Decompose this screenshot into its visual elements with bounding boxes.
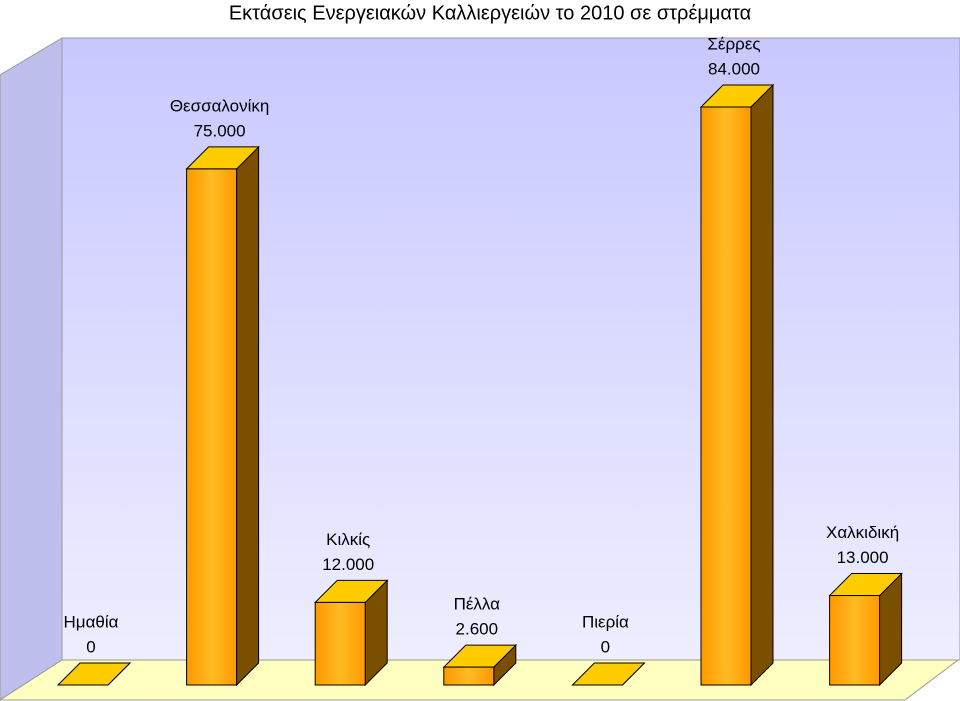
- bar-side: [750, 83, 774, 687]
- bar: [571, 662, 646, 686]
- category-label: Σέρρες: [707, 34, 760, 53]
- category-label: Χαλκιδική: [826, 523, 899, 542]
- bar: [699, 83, 775, 687]
- value-label: 0: [601, 637, 610, 656]
- bar-top: [56, 662, 132, 686]
- bar-front: [443, 666, 495, 686]
- bar-top: [571, 662, 646, 686]
- category-label: Πέλλα: [454, 595, 501, 614]
- value-label: 0: [86, 637, 95, 656]
- bar: [56, 662, 132, 686]
- bar-front: [700, 106, 752, 686]
- side-wall: [0, 37, 63, 701]
- chart-title: Εκτάσεις Ενεργειακών Καλλιεργειών το 201…: [229, 2, 751, 24]
- bar-side: [236, 145, 260, 687]
- bar-front: [314, 601, 366, 686]
- bar-front: [829, 595, 881, 686]
- value-label: 13.000: [837, 548, 889, 567]
- category-label: Κιλκίς: [326, 530, 370, 549]
- value-label: 75.000: [194, 121, 246, 140]
- value-label: 84.000: [708, 59, 760, 78]
- category-label: Πιερία: [582, 612, 629, 631]
- bar: [185, 145, 260, 687]
- value-label: 2.600: [456, 620, 499, 639]
- bar-front: [186, 168, 238, 686]
- category-label: Ημαθία: [64, 612, 119, 631]
- category-label: Θεσσαλονίκη: [170, 96, 270, 115]
- bar: [442, 643, 518, 687]
- bar: [828, 572, 903, 687]
- bar: [313, 579, 389, 687]
- value-label: 12.000: [322, 555, 374, 574]
